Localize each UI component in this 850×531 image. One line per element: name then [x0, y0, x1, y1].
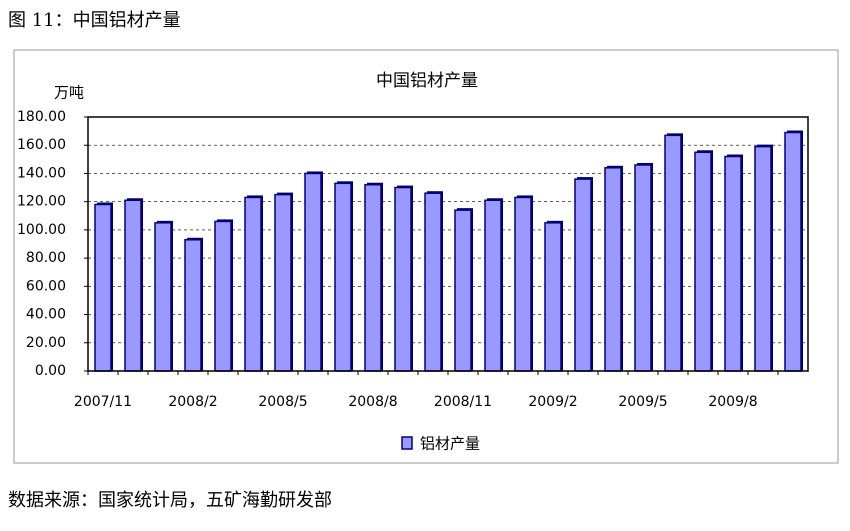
x-tick-label: 2009/8	[708, 394, 757, 410]
bar	[694, 151, 712, 372]
bar	[154, 222, 172, 372]
y-tick-label: 20.00	[26, 335, 66, 351]
bar	[304, 172, 322, 372]
bar	[364, 183, 382, 372]
x-tick-label: 2009/5	[618, 394, 667, 410]
bar	[634, 164, 652, 372]
legend-swatch	[401, 436, 413, 450]
bar	[94, 203, 112, 372]
x-tick-label: 2008/8	[348, 394, 397, 410]
chart-title: 中国铝材产量	[376, 71, 478, 91]
bar	[784, 131, 802, 372]
bar	[754, 145, 772, 372]
page-heading: 图 11：中国铝材产量	[8, 10, 181, 31]
y-tick-label: 100.00	[17, 222, 66, 238]
bar	[184, 239, 202, 372]
x-tick-label: 2008/11	[434, 394, 492, 410]
y-tick-label: 140.00	[17, 165, 66, 181]
bar	[454, 209, 472, 372]
legend-label: 铝材产量	[420, 435, 480, 453]
bar	[484, 199, 502, 372]
bar	[574, 178, 592, 372]
x-tick-label: 2008/5	[258, 394, 307, 410]
y-axis-label: 万吨	[54, 84, 84, 102]
y-tick-label: 160.00	[17, 137, 66, 153]
x-tick-label: 2009/2	[528, 394, 577, 410]
bar	[394, 186, 412, 372]
bar	[664, 134, 682, 372]
y-tick-label: 40.00	[26, 307, 66, 323]
bar	[424, 192, 442, 372]
x-tick-label: 2008/2	[168, 394, 217, 410]
plot-area	[88, 117, 808, 371]
y-tick-label: 120.00	[17, 194, 66, 210]
bar	[724, 155, 742, 372]
y-tick-label: 80.00	[26, 250, 66, 266]
bar	[604, 167, 622, 372]
y-tick-label: 0.00	[35, 363, 66, 379]
y-tick-label: 60.00	[26, 278, 66, 294]
bar	[124, 199, 142, 372]
bar	[214, 220, 232, 372]
bar	[514, 196, 532, 372]
bar	[274, 193, 292, 372]
y-tick-label: 180.00	[17, 109, 66, 125]
bar	[244, 196, 262, 372]
bar	[544, 222, 562, 372]
bar	[334, 182, 352, 372]
source-note: 数据来源：国家统计局，五矿海勤研发部	[8, 490, 332, 511]
x-tick-label: 2007/11	[74, 394, 132, 410]
